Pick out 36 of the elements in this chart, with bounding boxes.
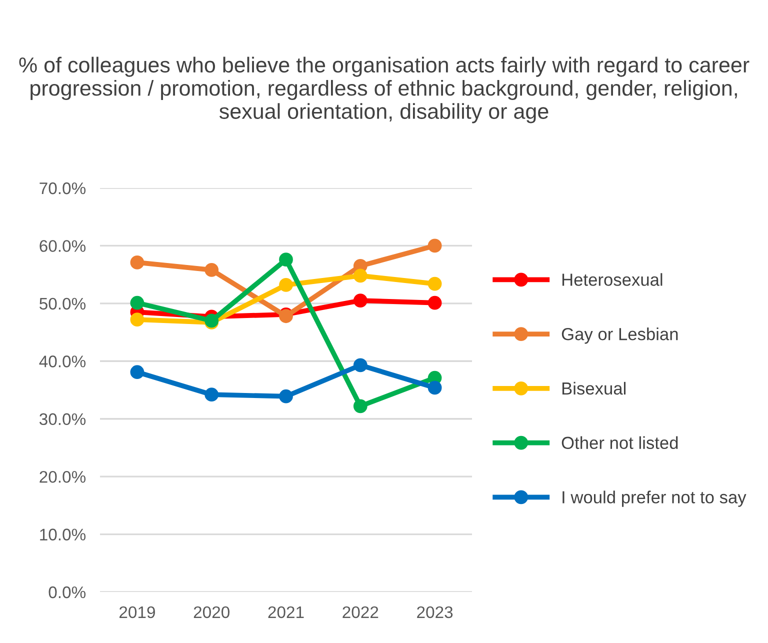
point	[353, 294, 368, 308]
x-tick-label: 2021	[268, 606, 304, 618]
point	[428, 238, 442, 253]
legend-label: Gay or Lesbian	[562, 328, 678, 344]
y-tick-label: 20.0%	[40, 470, 86, 483]
point	[204, 263, 219, 277]
y-tick-label: 50.0%	[40, 298, 86, 310]
x-tick-label: 2023	[417, 606, 453, 618]
point	[130, 296, 144, 310]
y-tick-label: 40.0%	[39, 356, 86, 368]
point	[130, 256, 144, 270]
y-tick-label: 30.0%	[39, 413, 86, 426]
legend-label: Bisexual	[562, 382, 626, 395]
point	[279, 389, 293, 404]
x-tick-label: 2019	[120, 606, 155, 618]
x-tick-label: 2022	[342, 606, 378, 618]
legend-label: Heterosexual	[562, 273, 662, 286]
legend-label: I would prefer not to say	[562, 490, 746, 507]
point	[130, 312, 144, 327]
x-tick-label: 2020	[194, 606, 230, 618]
point	[428, 296, 442, 310]
chart-title: % of colleagues who believe the organisation acts fairly with regard to career progression / promotion, regardless of ethnic background, gender, religion, sexual orientation, disability or age	[19, 56, 750, 124]
point	[279, 252, 293, 267]
point	[279, 278, 293, 292]
point	[353, 358, 368, 372]
point	[428, 276, 442, 291]
legend-label: Other not listed	[562, 436, 678, 450]
point	[130, 365, 144, 380]
y-tick-label: 10.0%	[40, 528, 86, 540]
point	[353, 268, 368, 283]
point	[428, 380, 442, 395]
point	[204, 388, 219, 402]
point	[353, 399, 368, 414]
y-tick-label: 70.0%	[40, 182, 86, 194]
y-tick-label: 60.0%	[40, 240, 86, 252]
y-tick-label: 0.0%	[48, 586, 86, 598]
